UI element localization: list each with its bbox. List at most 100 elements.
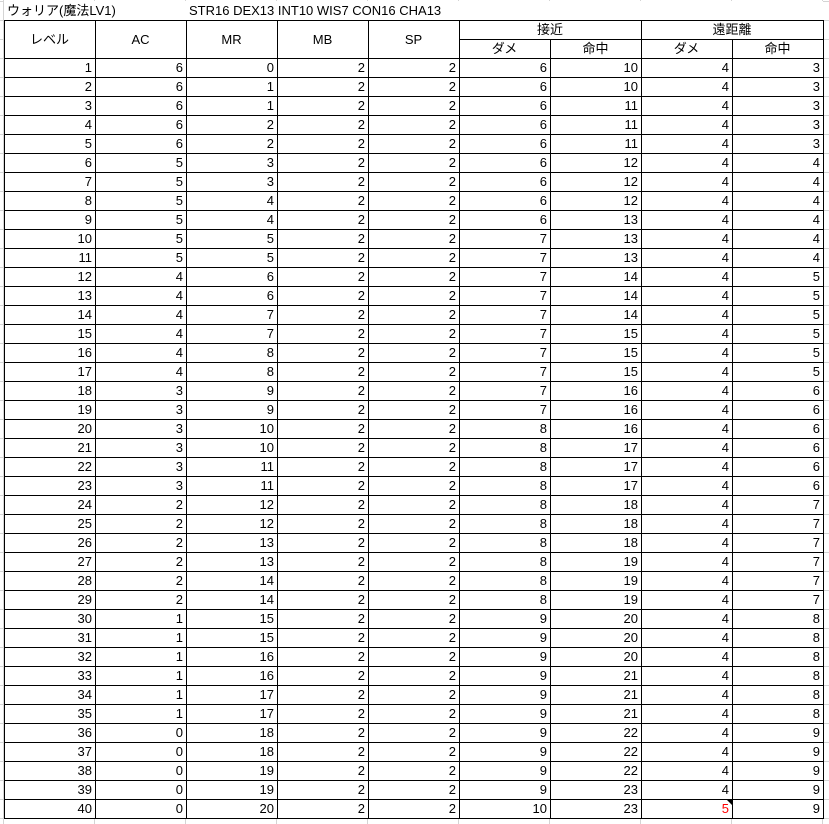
cell-sp[interactable]: 2: [368, 191, 460, 211]
cell-melee-hit[interactable]: 15: [550, 362, 642, 382]
cell-ranged-damage[interactable]: 4: [641, 58, 733, 78]
cell-melee-hit[interactable]: 16: [550, 381, 642, 401]
cell-level[interactable]: 28: [4, 571, 96, 591]
cell-level[interactable]: 26: [4, 533, 96, 553]
cell-melee-damage[interactable]: 9: [459, 628, 551, 648]
cell-sp[interactable]: 2: [368, 723, 460, 743]
cell-ranged-hit[interactable]: 4: [732, 153, 824, 173]
cell-sp[interactable]: 2: [368, 647, 460, 667]
cell-ranged-hit[interactable]: 6: [732, 438, 824, 458]
cell-ranged-damage[interactable]: 4: [641, 609, 733, 629]
cell-ac[interactable]: 5: [95, 210, 187, 230]
cell-sp[interactable]: 2: [368, 514, 460, 534]
cell-ranged-hit[interactable]: 9: [732, 723, 824, 743]
cell-mb[interactable]: 2: [277, 628, 369, 648]
cell-melee-hit[interactable]: 18: [550, 514, 642, 534]
cell-mr[interactable]: 7: [186, 324, 278, 344]
header-melee[interactable]: 接近: [459, 20, 642, 40]
cell-mb[interactable]: 2: [277, 400, 369, 420]
cell-ac[interactable]: 0: [95, 780, 187, 800]
cell-level[interactable]: 36: [4, 723, 96, 743]
cell-ac[interactable]: 2: [95, 495, 187, 515]
cell-melee-hit[interactable]: 15: [550, 343, 642, 363]
cell-ac[interactable]: 0: [95, 761, 187, 781]
cell-melee-hit[interactable]: 14: [550, 286, 642, 306]
cell-ranged-damage[interactable]: 4: [641, 96, 733, 116]
cell-ac[interactable]: 3: [95, 381, 187, 401]
cell-mr[interactable]: 0: [186, 58, 278, 78]
cell-melee-hit[interactable]: 21: [550, 704, 642, 724]
cell-melee-damage[interactable]: 7: [459, 248, 551, 268]
cell-ac[interactable]: 0: [95, 742, 187, 762]
cell-mb[interactable]: 2: [277, 666, 369, 686]
cell-melee-damage[interactable]: 6: [459, 191, 551, 211]
cell-melee-hit[interactable]: 20: [550, 628, 642, 648]
header-ranged[interactable]: 遠距離: [641, 20, 824, 40]
cell-ranged-damage[interactable]: 4: [641, 419, 733, 439]
cell-ranged-damage[interactable]: 4: [641, 685, 733, 705]
cell-melee-damage[interactable]: 6: [459, 153, 551, 173]
cell-ac[interactable]: 0: [95, 723, 187, 743]
cell-sp[interactable]: 2: [368, 457, 460, 477]
cell-ranged-hit[interactable]: 8: [732, 628, 824, 648]
cell-mb[interactable]: 2: [277, 343, 369, 363]
cell-mr[interactable]: 16: [186, 647, 278, 667]
cell-sp[interactable]: 2: [368, 742, 460, 762]
cell-ranged-damage[interactable]: 4: [641, 628, 733, 648]
cell-mb[interactable]: 2: [277, 381, 369, 401]
cell-mb[interactable]: 2: [277, 210, 369, 230]
cell-sp[interactable]: 2: [368, 495, 460, 515]
cell-ranged-damage[interactable]: 4: [641, 343, 733, 363]
cell-level[interactable]: 17: [4, 362, 96, 382]
cell-mr[interactable]: 14: [186, 571, 278, 591]
cell-melee-damage[interactable]: 8: [459, 419, 551, 439]
cell-sp[interactable]: 2: [368, 609, 460, 629]
cell-melee-damage[interactable]: 7: [459, 324, 551, 344]
cell-mr[interactable]: 6: [186, 286, 278, 306]
cell-sp[interactable]: 2: [368, 438, 460, 458]
cell-mb[interactable]: 2: [277, 761, 369, 781]
cell-sp[interactable]: 2: [368, 419, 460, 439]
cell-level[interactable]: 8: [4, 191, 96, 211]
cell-mr[interactable]: 20: [186, 799, 278, 819]
cell-melee-hit[interactable]: 10: [550, 58, 642, 78]
cell-ranged-hit[interactable]: 5: [732, 324, 824, 344]
cell-ranged-damage[interactable]: 4: [641, 495, 733, 515]
cell-ranged-damage[interactable]: 4: [641, 210, 733, 230]
cell-mr[interactable]: 18: [186, 723, 278, 743]
cell-melee-damage[interactable]: 10: [459, 799, 551, 819]
cell-level[interactable]: 32: [4, 647, 96, 667]
cell-sp[interactable]: 2: [368, 400, 460, 420]
cell-ac[interactable]: 3: [95, 457, 187, 477]
cell-level[interactable]: 3: [4, 96, 96, 116]
cell-mb[interactable]: 2: [277, 438, 369, 458]
cell-melee-hit[interactable]: 22: [550, 761, 642, 781]
cell-level[interactable]: 34: [4, 685, 96, 705]
cell-melee-damage[interactable]: 6: [459, 96, 551, 116]
cell-mr[interactable]: 8: [186, 362, 278, 382]
cell-mr[interactable]: 13: [186, 533, 278, 553]
cell-ranged-hit[interactable]: 3: [732, 58, 824, 78]
cell-level[interactable]: 21: [4, 438, 96, 458]
cell-ranged-damage[interactable]: 4: [641, 134, 733, 154]
cell-mb[interactable]: 2: [277, 248, 369, 268]
cell-level[interactable]: 12: [4, 267, 96, 287]
cell-ranged-hit[interactable]: 7: [732, 533, 824, 553]
cell-mb[interactable]: 2: [277, 552, 369, 572]
cell-ac[interactable]: 5: [95, 248, 187, 268]
cell-level[interactable]: 15: [4, 324, 96, 344]
cell-mb[interactable]: 2: [277, 533, 369, 553]
cell-ranged-hit[interactable]: 6: [732, 400, 824, 420]
cell-level[interactable]: 27: [4, 552, 96, 572]
cell-ranged-damage[interactable]: 4: [641, 438, 733, 458]
cell-ranged-damage[interactable]: 4: [641, 666, 733, 686]
cell-ac[interactable]: 1: [95, 647, 187, 667]
cell-melee-damage[interactable]: 7: [459, 381, 551, 401]
cell-melee-damage[interactable]: 9: [459, 685, 551, 705]
cell-mb[interactable]: 2: [277, 609, 369, 629]
cell-melee-damage[interactable]: 8: [459, 590, 551, 610]
cell-melee-hit[interactable]: 11: [550, 96, 642, 116]
header-sp[interactable]: SP: [368, 20, 460, 59]
cell-ranged-hit[interactable]: 4: [732, 172, 824, 192]
cell-ac[interactable]: 3: [95, 476, 187, 496]
